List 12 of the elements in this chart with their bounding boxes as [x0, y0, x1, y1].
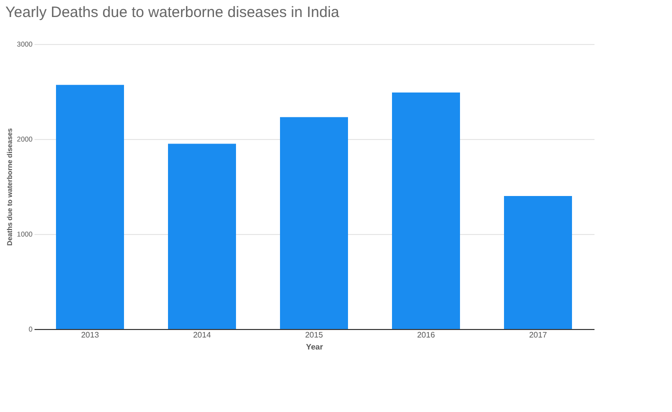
x-axis-title: Year: [306, 342, 323, 352]
x-tick-label: 2014: [193, 330, 212, 340]
bar: [56, 84, 124, 329]
bar: [504, 196, 572, 329]
bar: [168, 144, 236, 329]
chart-title: Yearly Deaths due to waterborne diseases in India: [5, 4, 340, 21]
bar: [392, 92, 460, 329]
bar: [280, 117, 348, 329]
x-tick-label: 2013: [81, 330, 100, 340]
x-tick-label: 2017: [529, 330, 548, 340]
x-tick-label: 2016: [417, 330, 436, 340]
x-tick-label: 2015: [305, 330, 324, 340]
